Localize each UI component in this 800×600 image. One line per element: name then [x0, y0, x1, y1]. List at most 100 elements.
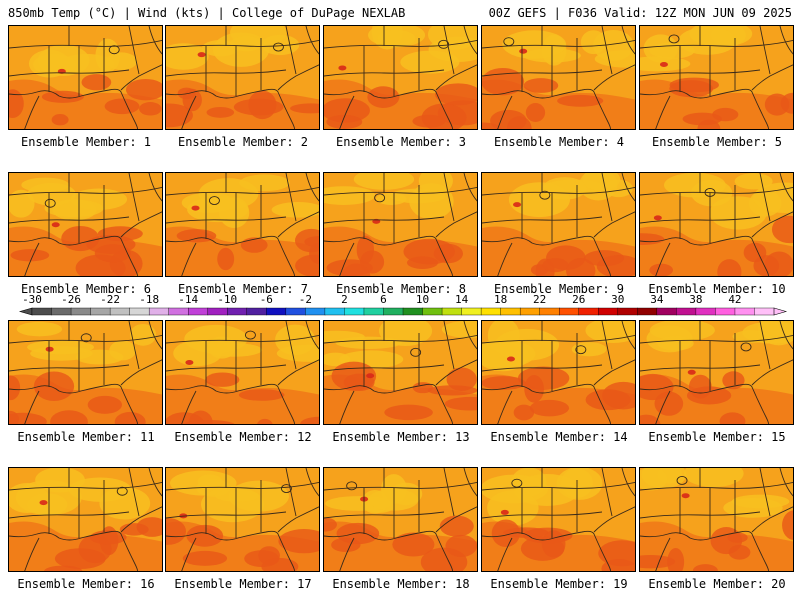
colorbar-swatch	[90, 307, 111, 316]
temperature-field	[482, 26, 635, 129]
colorbar-tick-label: -10	[217, 293, 238, 306]
colorbar-swatch	[441, 307, 463, 316]
colorbar-swatch	[129, 307, 150, 316]
colorbar-swatch	[539, 307, 560, 316]
colorbar-swatch	[188, 307, 209, 316]
colorbar-tick-label: 34	[650, 293, 664, 306]
colorbar-swatch	[617, 307, 638, 316]
ensemble-member-map-7	[165, 172, 320, 277]
colorbar-tick-label: -30	[22, 293, 42, 306]
colorbar-swatch	[168, 307, 189, 316]
member-label: Ensemble Member: 14	[490, 430, 628, 444]
colorbar-swatch	[461, 307, 482, 316]
colorbar-swatch	[148, 307, 170, 316]
temperature-field	[640, 173, 793, 276]
colorbar-swatch	[500, 307, 521, 316]
ensemble-member-map-5	[639, 25, 794, 130]
temperature-field	[9, 26, 162, 129]
member-label: Ensemble Member: 10	[648, 282, 786, 296]
member-label: Ensemble Member: 12	[174, 430, 312, 444]
member-label: Ensemble Member: 13	[332, 430, 470, 444]
colorbar-high-arrow	[773, 307, 788, 316]
member-label: Ensemble Member: 20	[648, 577, 786, 591]
temperature-field	[9, 173, 162, 276]
colorbar-swatch	[598, 307, 619, 316]
colorbar-swatch	[207, 307, 228, 316]
colorbar-tick-label: -18	[139, 293, 160, 306]
colorbar-swatch	[285, 307, 306, 316]
temperature-field	[9, 468, 162, 571]
map-title-right: 00Z GEFS | F036 Valid: 12Z MON JUN 09 20…	[488, 6, 792, 20]
colorbar-swatch	[519, 307, 541, 316]
ensemble-member-map-8	[323, 172, 478, 277]
colorbar-swatch	[70, 307, 92, 316]
colorbar-tick-label: 6	[380, 293, 387, 306]
ensemble-member-map-16	[8, 467, 163, 572]
colorbar-low-arrow	[18, 307, 33, 316]
member-label: Ensemble Member: 19	[490, 577, 628, 591]
colorbar-tick-label: 22	[533, 293, 547, 306]
colorbar-tick-label: 2	[341, 293, 348, 306]
colorbar-tick-label: 30	[611, 293, 625, 306]
colorbar-tick-label: 10	[415, 293, 430, 306]
member-label: Ensemble Member: 11	[17, 430, 155, 444]
colorbar-swatch	[246, 307, 267, 316]
colorbar-swatch	[676, 307, 697, 316]
colorbar-tick-label: 42	[728, 293, 742, 306]
colorbar-swatch	[559, 307, 580, 316]
colorbar-swatch	[578, 307, 599, 316]
map-title-left: 850mb Temp (°C) | Wind (kts) | College o…	[8, 6, 406, 20]
colorbar-scale	[18, 307, 788, 316]
colorbar-swatch	[51, 307, 72, 316]
ensemble-member-map-15	[639, 320, 794, 425]
colorbar-tick-label: 18	[494, 293, 508, 306]
colorbar-swatch	[656, 307, 677, 316]
colorbar-swatch	[31, 307, 53, 316]
colorbar-swatch	[637, 307, 658, 316]
colorbar-tick-label: -6	[259, 293, 273, 306]
colorbar-swatch	[422, 307, 443, 316]
colorbar-swatch	[402, 307, 424, 316]
colorbar-tick-label: 26	[572, 293, 586, 306]
ensemble-member-map-10	[639, 172, 794, 277]
member-label: Ensemble Member: 6	[20, 282, 152, 296]
member-label: Ensemble Member: 3	[335, 135, 467, 149]
ensemble-member-map-20	[639, 467, 794, 572]
colorbar-swatch	[754, 307, 775, 316]
ensemble-member-map-2	[165, 25, 320, 130]
temperature-field	[166, 468, 319, 571]
ensemble-member-map-3	[323, 25, 478, 130]
member-label: Ensemble Member: 18	[332, 577, 470, 591]
member-label: Ensemble Member: 4	[493, 135, 625, 149]
ensemble-member-map-9	[481, 172, 636, 277]
member-label: Ensemble Member: 2	[177, 135, 309, 149]
colorbar-swatch	[305, 307, 326, 316]
temperature-field	[166, 173, 319, 276]
temperature-field	[640, 321, 793, 424]
ensemble-member-map-4	[481, 25, 636, 130]
ensemble-member-map-11	[8, 320, 163, 425]
temperature-colorbar: -30 -26 -22 -18 -14 -10 -6 -2 2 6 10 14 18 22 26 30 34 38…	[18, 293, 788, 318]
colorbar-tick-label: -26	[61, 293, 81, 306]
ensemble-member-map-13	[323, 320, 478, 425]
temperature-field	[324, 468, 477, 571]
temperature-field	[166, 26, 319, 129]
member-label: Ensemble Member: 1	[20, 135, 152, 149]
temperature-field	[640, 26, 793, 129]
colorbar-swatch	[363, 307, 384, 316]
colorbar-swatch	[344, 307, 365, 316]
colorbar-swatch	[715, 307, 736, 316]
ensemble-member-map-18	[323, 467, 478, 572]
member-label: Ensemble Member: 15	[648, 430, 786, 444]
temperature-field	[482, 173, 635, 276]
colorbar-swatch	[480, 307, 502, 316]
ensemble-member-map-17	[165, 467, 320, 572]
colorbar-swatch	[227, 307, 248, 316]
colorbar-swatch	[734, 307, 755, 316]
temperature-field	[482, 321, 635, 424]
temperature-field	[482, 468, 635, 571]
temperature-field	[324, 173, 477, 276]
ensemble-member-map-12	[165, 320, 320, 425]
member-label: Ensemble Member: 5	[651, 135, 783, 149]
member-label: Ensemble Member: 9	[493, 282, 625, 296]
